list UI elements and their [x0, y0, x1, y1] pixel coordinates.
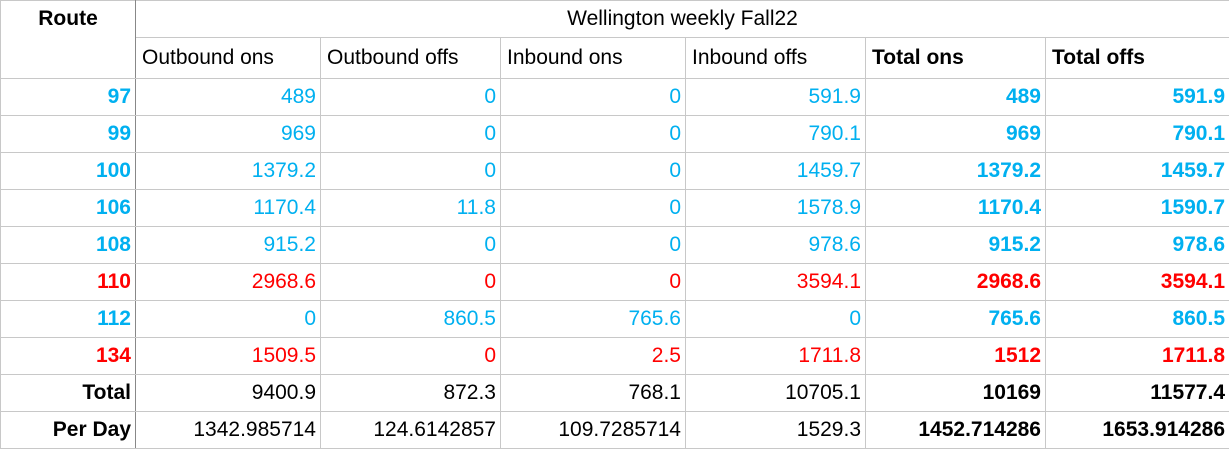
- cell: 1379.2: [865, 152, 1046, 190]
- route-label: Per Day: [0, 411, 136, 449]
- column-header: Inbound ons: [500, 37, 686, 79]
- route-label: 97: [0, 78, 136, 116]
- cell: 591.9: [1044, 78, 1229, 116]
- cell: 1170.4: [135, 189, 321, 227]
- cell: 1529.3: [685, 411, 866, 449]
- cell: 109.7285714: [500, 411, 686, 449]
- cell: 872.3: [320, 374, 501, 412]
- cell: 1578.9: [685, 189, 866, 227]
- cell: 0: [320, 263, 501, 301]
- route-label: 99: [0, 115, 136, 153]
- cell: 1170.4: [865, 189, 1046, 227]
- cell: 2.5: [500, 337, 686, 375]
- cell: 1459.7: [685, 152, 866, 190]
- cell: 10169: [865, 374, 1046, 412]
- route-label: 100: [0, 152, 136, 190]
- cell: 11577.4: [1044, 374, 1229, 412]
- cell: 9400.9: [135, 374, 321, 412]
- cell: 591.9: [685, 78, 866, 116]
- cell: 969: [865, 115, 1046, 153]
- cell: 1452.714286: [865, 411, 1046, 449]
- cell: 0: [320, 152, 501, 190]
- route-label: Total: [0, 374, 136, 412]
- cell: 0: [500, 115, 686, 153]
- column-header: Total ons: [865, 37, 1046, 79]
- cell: 765.6: [500, 300, 686, 338]
- cell: 0: [320, 337, 501, 375]
- cell: 969: [135, 115, 321, 153]
- cell: 0: [500, 263, 686, 301]
- table-row: 106 1170.4 11.8 0 1578.9 1170.4 1590.7: [0, 189, 1229, 227]
- column-header: Outbound ons: [135, 37, 321, 79]
- table-row: 97 489 0 0 591.9 489 591.9: [0, 78, 1229, 116]
- cell: 489: [135, 78, 321, 116]
- cell: 0: [135, 300, 321, 338]
- cell: 0: [500, 226, 686, 264]
- table-title: Wellington weekly Fall22: [134, 0, 1229, 38]
- cell: 3594.1: [685, 263, 866, 301]
- cell: 2968.6: [135, 263, 321, 301]
- cell: 2968.6: [865, 263, 1046, 301]
- corner-header: Route: [0, 0, 136, 79]
- cell: 978.6: [685, 226, 866, 264]
- table-row: 112 0 860.5 765.6 0 765.6 860.5: [0, 300, 1229, 338]
- cell: 0: [320, 226, 501, 264]
- cell: 915.2: [135, 226, 321, 264]
- cell: 1342.985714: [135, 411, 321, 449]
- cell: 768.1: [500, 374, 686, 412]
- cell: 1509.5: [135, 337, 321, 375]
- table-row: Total 9400.9 872.3 768.1 10705.1 10169 11577.4: [0, 374, 1229, 412]
- cell: 1653.914286: [1044, 411, 1229, 449]
- cell: 860.5: [320, 300, 501, 338]
- route-label: 134: [0, 337, 136, 375]
- table-row: 100 1379.2 0 0 1459.7 1379.2 1459.7: [0, 152, 1229, 190]
- cell: 1379.2: [135, 152, 321, 190]
- cell: 978.6: [1044, 226, 1229, 264]
- column-header: Total offs: [1044, 37, 1229, 79]
- table-row: Per Day 1342.985714 124.6142857 109.7285714…: [0, 411, 1229, 449]
- cell: 11.8: [320, 189, 501, 227]
- route-label: 110: [0, 263, 136, 301]
- cell: 0: [500, 78, 686, 116]
- cell: 790.1: [1044, 115, 1229, 153]
- cell: 0: [685, 300, 866, 338]
- cell: 765.6: [865, 300, 1046, 338]
- cell: 790.1: [685, 115, 866, 153]
- cell: 915.2: [865, 226, 1046, 264]
- cell: 860.5: [1044, 300, 1229, 338]
- cell: 1711.8: [1044, 337, 1229, 375]
- cell: 489: [865, 78, 1046, 116]
- cell: 1590.7: [1044, 189, 1229, 227]
- table-row: 108 915.2 0 0 978.6 915.2 978.6: [0, 226, 1229, 264]
- table-row: 99 969 0 0 790.1 969 790.1: [0, 115, 1229, 153]
- cell: 124.6142857: [320, 411, 501, 449]
- table-row: 110 2968.6 0 0 3594.1 2968.6 3594.1: [0, 263, 1229, 301]
- cell: 1459.7: [1044, 152, 1229, 190]
- route-label: 112: [0, 300, 136, 338]
- route-label: 108: [0, 226, 136, 264]
- cell: 1711.8: [685, 337, 866, 375]
- cell: 3594.1: [1044, 263, 1229, 301]
- route-label: 106: [0, 189, 136, 227]
- cell: 0: [500, 189, 686, 227]
- cell: 0: [320, 115, 501, 153]
- cell: 0: [320, 78, 501, 116]
- cell: 0: [500, 152, 686, 190]
- cell: 10705.1: [685, 374, 866, 412]
- column-header: Outbound offs: [320, 37, 501, 79]
- column-header: Inbound offs: [685, 37, 866, 79]
- cell: 1512: [865, 337, 1046, 375]
- table-row: 134 1509.5 0 2.5 1711.8 1512 1711.8: [0, 337, 1229, 375]
